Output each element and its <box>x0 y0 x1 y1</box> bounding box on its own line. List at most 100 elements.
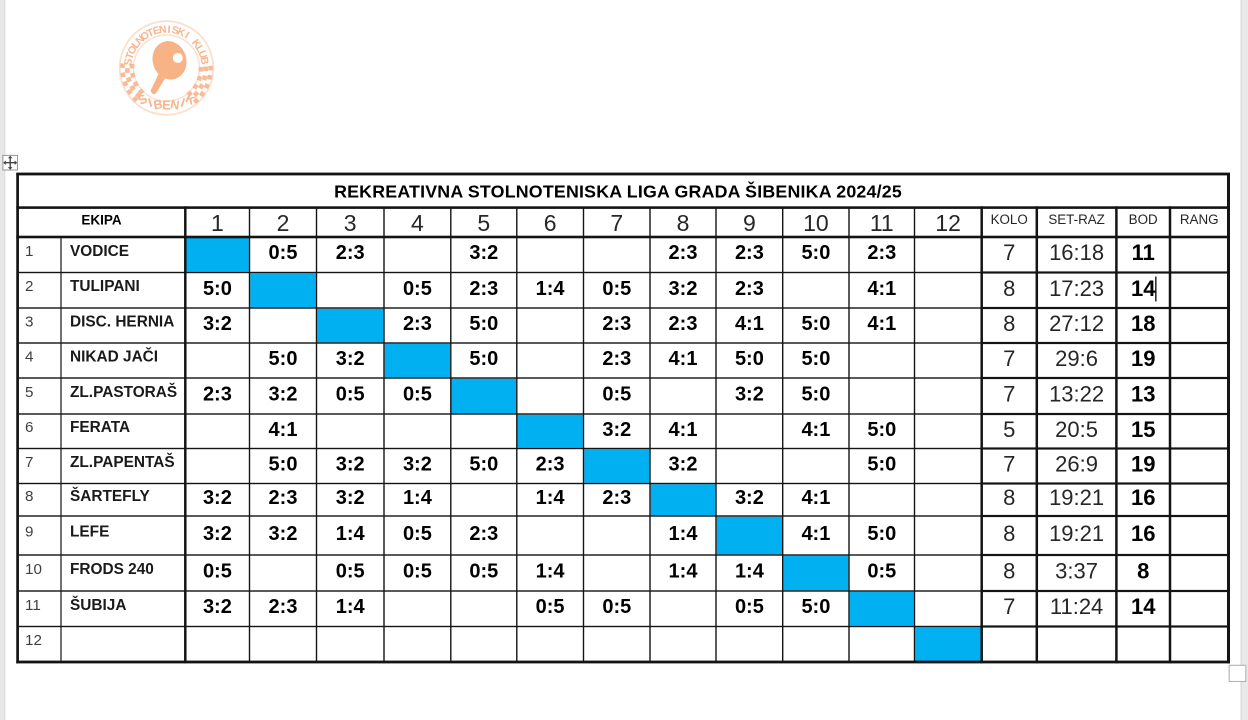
svg-text:E: E <box>162 99 170 113</box>
svg-text:3:2: 3:2 <box>669 278 698 300</box>
svg-text:11: 11 <box>1132 240 1155 265</box>
svg-text:4:1: 4:1 <box>669 419 698 441</box>
svg-text:6: 6 <box>25 419 33 436</box>
svg-text:2:3: 2:3 <box>336 242 365 264</box>
svg-text:2:3: 2:3 <box>669 313 698 335</box>
svg-text:9: 9 <box>743 210 756 236</box>
svg-text:B: B <box>153 97 164 112</box>
svg-text:2:3: 2:3 <box>669 242 698 264</box>
svg-text:5:0: 5:0 <box>469 348 498 370</box>
svg-text:ZL.PASTORAŠ: ZL.PASTORAŠ <box>70 383 177 401</box>
svg-text:5:0: 5:0 <box>469 313 498 335</box>
svg-text:2:3: 2:3 <box>269 487 298 509</box>
svg-text:3:2: 3:2 <box>269 523 298 545</box>
svg-text:4: 4 <box>25 349 33 366</box>
svg-text:4: 4 <box>411 210 424 236</box>
svg-text:3:2: 3:2 <box>403 454 432 476</box>
svg-text:3:2: 3:2 <box>336 454 365 476</box>
svg-text:1: 1 <box>25 243 33 260</box>
svg-text:7: 7 <box>1003 382 1015 407</box>
svg-text:5:0: 5:0 <box>269 454 298 476</box>
svg-text:TULIPANI: TULIPANI <box>70 278 140 295</box>
svg-text:5:0: 5:0 <box>203 278 232 300</box>
svg-text:13: 13 <box>1131 382 1155 407</box>
svg-text:2:3: 2:3 <box>403 313 432 335</box>
svg-text:16:18: 16:18 <box>1049 240 1104 265</box>
svg-text:3:2: 3:2 <box>669 454 698 476</box>
svg-text:NIKAD JAČI: NIKAD JAČI <box>70 348 158 366</box>
svg-text:2:3: 2:3 <box>735 242 764 264</box>
svg-text:0:5: 0:5 <box>602 384 631 406</box>
svg-text:4:1: 4:1 <box>867 313 896 335</box>
svg-text:2:3: 2:3 <box>602 313 631 335</box>
svg-text:4:1: 4:1 <box>801 523 830 545</box>
svg-text:8: 8 <box>1003 311 1015 336</box>
svg-text:14: 14 <box>1131 276 1156 301</box>
svg-text:27:12: 27:12 <box>1049 311 1104 336</box>
svg-text:12: 12 <box>935 210 961 236</box>
svg-text:DISC. HERNIA: DISC. HERNIA <box>70 314 174 331</box>
svg-text:K: K <box>175 26 187 40</box>
svg-text:0:5: 0:5 <box>336 384 365 406</box>
svg-text:0:5: 0:5 <box>403 278 432 300</box>
svg-text:8: 8 <box>677 210 690 236</box>
svg-text:7: 7 <box>1003 346 1015 371</box>
svg-text:I: I <box>182 30 191 42</box>
svg-text:7: 7 <box>25 454 33 471</box>
svg-text:3: 3 <box>25 314 33 331</box>
svg-text:VODICE: VODICE <box>70 243 129 260</box>
svg-text:0:5: 0:5 <box>203 561 232 583</box>
svg-text:16: 16 <box>1131 521 1155 546</box>
svg-text:19:21: 19:21 <box>1049 485 1104 510</box>
svg-text:5:0: 5:0 <box>867 523 896 545</box>
svg-text:5:0: 5:0 <box>735 348 764 370</box>
svg-text:17:23: 17:23 <box>1049 276 1104 301</box>
svg-text:4:1: 4:1 <box>269 419 298 441</box>
svg-text:26:9: 26:9 <box>1055 452 1098 477</box>
svg-text:14: 14 <box>1131 594 1156 619</box>
svg-text:4:1: 4:1 <box>669 348 698 370</box>
svg-text:3:2: 3:2 <box>735 487 764 509</box>
svg-text:2: 2 <box>277 210 290 236</box>
svg-text:3:2: 3:2 <box>735 384 764 406</box>
svg-text:5: 5 <box>1003 417 1015 442</box>
svg-text:10: 10 <box>803 210 829 236</box>
svg-text:1:4: 1:4 <box>336 596 366 618</box>
svg-text:11: 11 <box>870 210 894 236</box>
svg-text:BOD: BOD <box>1129 212 1158 227</box>
svg-text:1:4: 1:4 <box>669 561 699 583</box>
svg-text:10: 10 <box>25 561 42 578</box>
svg-text:3:2: 3:2 <box>203 596 232 618</box>
svg-text:2:3: 2:3 <box>602 487 631 509</box>
svg-text:2:3: 2:3 <box>469 278 498 300</box>
svg-text:3:2: 3:2 <box>336 348 365 370</box>
svg-text:8: 8 <box>1003 485 1015 510</box>
svg-text:B: B <box>198 56 211 66</box>
svg-text:20:5: 20:5 <box>1055 417 1098 442</box>
svg-text:E: E <box>152 24 162 37</box>
svg-text:ŠARTEFLY: ŠARTEFLY <box>70 487 151 505</box>
svg-text:0:5: 0:5 <box>735 596 764 618</box>
svg-text:3:37: 3:37 <box>1055 559 1098 584</box>
svg-text:ŠUBIJA: ŠUBIJA <box>70 596 126 614</box>
svg-text:5:0: 5:0 <box>801 348 830 370</box>
svg-text:0:5: 0:5 <box>403 523 432 545</box>
svg-text:1:4: 1:4 <box>536 487 566 509</box>
svg-text:12: 12 <box>25 632 42 649</box>
svg-text:FRODS 240: FRODS 240 <box>70 561 154 578</box>
svg-text:5: 5 <box>477 210 490 236</box>
svg-text:3:2: 3:2 <box>203 523 232 545</box>
svg-text:7: 7 <box>1003 452 1015 477</box>
svg-text:2:3: 2:3 <box>469 523 498 545</box>
svg-text:0:5: 0:5 <box>536 596 565 618</box>
svg-text:2:3: 2:3 <box>269 596 298 618</box>
svg-text:0:5: 0:5 <box>469 561 498 583</box>
svg-text:2:3: 2:3 <box>735 278 764 300</box>
svg-text:16: 16 <box>1131 485 1155 510</box>
svg-text:5:0: 5:0 <box>269 348 298 370</box>
svg-text:4:1: 4:1 <box>801 419 830 441</box>
svg-text:4:1: 4:1 <box>867 278 896 300</box>
svg-text:KOLO: KOLO <box>991 212 1028 227</box>
svg-text:7: 7 <box>1003 594 1015 619</box>
svg-text:8: 8 <box>1137 559 1149 584</box>
